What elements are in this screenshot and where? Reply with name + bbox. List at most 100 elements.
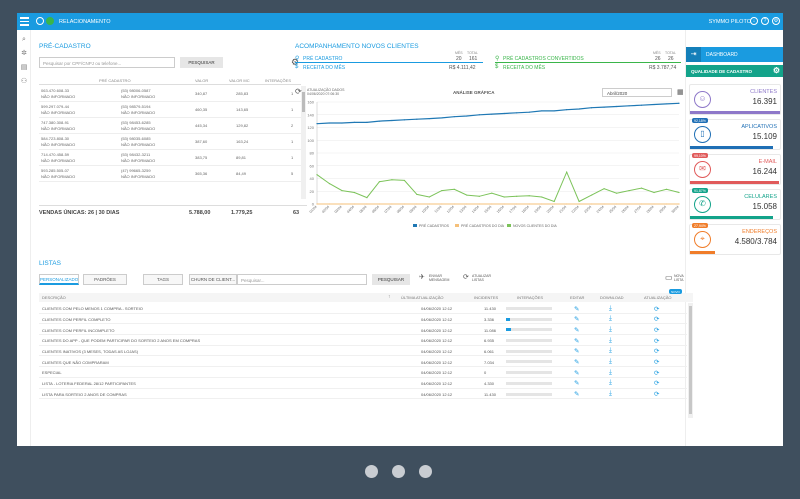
edit-icon[interactable]: ✎ (574, 358, 580, 366)
download-icon[interactable]: ⤓ (609, 304, 612, 312)
precadastro-scrollbar[interactable] (301, 86, 306, 199)
tab-3[interactable]: CHURN DE CLIENT... (189, 274, 237, 285)
tab-1[interactable]: PADRÕES (83, 274, 127, 285)
edit-icon[interactable]: ✎ (574, 380, 580, 388)
table-row[interactable]: 593.285.505-07 NÃO INFORMADO (47) 99665-32… (39, 166, 301, 182)
quality-card[interactable]: ⌖ 27,94% ENDEREÇOS 4.580/3.784 (689, 223, 781, 255)
refresh-icon[interactable]: ⟳ (654, 391, 660, 398)
listas-search-button[interactable]: PESQUISAR (372, 274, 410, 285)
precadastro-search-input[interactable]: Pesquisar por CPF/CNPJ ou telefone... (39, 57, 175, 68)
edit-icon[interactable]: ✎ (574, 326, 580, 334)
row-phone-status: NÃO INFORMADO (121, 174, 156, 179)
edit-icon[interactable]: ✎ (574, 348, 580, 356)
row-status: NÃO INFORMADO (41, 94, 76, 99)
refresh-icon[interactable]: ⟳ (295, 87, 302, 96)
refresh-icon[interactable]: ⟳ (654, 380, 660, 388)
download-icon[interactable]: ⤓ (609, 357, 612, 365)
data-point (328, 203, 331, 205)
tab-0[interactable]: PERSONALIZADO (39, 274, 79, 285)
edit-icon[interactable]: ✎ (574, 305, 580, 313)
month-select[interactable]: Abril/2020 (602, 88, 672, 97)
quality-card[interactable]: ✉ 99,10% E-MAIL 16.244 (689, 153, 781, 185)
kpi-right: MÊS TOTAL ⚲ PRÉ CADASTROS CONVERTIDOS 26… (495, 51, 681, 77)
list-item[interactable]: CLIENTES QUE NÃO COMPRARAM 04/06/2020 12:… (39, 356, 687, 368)
dashboard-tab[interactable]: ⇥ DASHBOARD (686, 47, 783, 62)
settings-icon[interactable]: ⚙ (772, 17, 780, 25)
refresh-icon[interactable]: ⟳ (654, 316, 660, 324)
list-item[interactable]: ESPECIAL 04/06/2020 12:12 0 ✎ ⤓ ⟳ (39, 367, 687, 378)
y-tick-label: 0 (312, 202, 315, 207)
qualidade-header[interactable]: QUALIDADE DE CADASTRO ⚙ (686, 65, 783, 77)
list-item[interactable]: CLIENTES COM PELO MENOS 1 COMPRA - SORTE… (39, 303, 687, 314)
menu-icon[interactable] (20, 17, 29, 26)
close-circle-icon[interactable] (36, 17, 44, 25)
legend-label: PRÉ CADASTROS (419, 223, 450, 228)
gear-icon[interactable]: ✲ (21, 50, 27, 57)
quality-card[interactable]: ✆ 91,87% CELULARES 15.058 (689, 188, 781, 220)
data-point (341, 203, 343, 205)
data-point (391, 203, 393, 205)
list-item[interactable]: LISTA - LOTERIA FEDERAL 28/12 PARTICIPAN… (39, 378, 687, 389)
refresh-icon[interactable]: ⟳ (654, 305, 660, 313)
download-icon[interactable]: ⤓ (609, 325, 612, 333)
refresh-icon[interactable]: ⟳ (654, 326, 660, 334)
row-valor-mc: 285,83 (236, 91, 249, 96)
carousel-dot[interactable] (392, 465, 405, 478)
col-interacoes: INTERAÇÕES (517, 295, 544, 300)
collapse-icon[interactable]: ⇥ (686, 47, 701, 62)
x-tick-label: 13/04 (458, 205, 467, 214)
download-icon[interactable]: ⤓ (609, 315, 612, 323)
percent-badge: 91,87% (692, 188, 708, 193)
quality-card[interactable]: ☺ CLIENTES 16.391 (689, 84, 781, 115)
calendar-icon[interactable]: ▦ (677, 89, 684, 96)
sort-up-icon[interactable]: ↑ (388, 294, 391, 300)
listas-scrollbar[interactable] (688, 303, 693, 418)
data-point (391, 179, 393, 181)
precadastro-search-button[interactable]: PESQUISAR (180, 57, 223, 68)
refresh-icon[interactable]: ⟳ (654, 369, 660, 377)
new-list-button[interactable]: ▭ NOVA LISTA (665, 273, 683, 282)
carousel-dot[interactable] (365, 465, 378, 478)
tab-2[interactable]: TAGS (143, 274, 183, 285)
download-icon[interactable]: ⤓ (609, 336, 612, 344)
hdr-total: TOTAL (665, 51, 676, 55)
refresh-icon[interactable]: ⟳ (654, 348, 660, 356)
table-row[interactable]: 063.470.608-33 NÃO INFORMADO (53) 98006-05… (39, 86, 301, 102)
list-item[interactable]: CLIENTES INATIVOS (3 MESES, TODAS AS LOJ… (39, 346, 687, 357)
quality-card[interactable]: ▯ 92,18% APLICATIVOS 15.109 (689, 118, 781, 150)
percent-badge: 27,94% (692, 223, 708, 228)
row-phone: (53) 98453-6285 (121, 120, 151, 125)
edit-icon[interactable]: ✎ (574, 369, 580, 377)
refresh-icon[interactable]: ⟳ (654, 337, 660, 345)
edit-icon[interactable]: ✎ (574, 316, 580, 324)
download-icon[interactable]: ⤓ (609, 379, 612, 387)
table-row[interactable]: 599.297.079-44 NÃO INFORMADO (53) 98579-51… (39, 102, 301, 118)
help-icon[interactable]: ? (761, 17, 769, 25)
users-icon[interactable]: ⚇ (20, 78, 28, 85)
user-name[interactable]: SYMMO PILOTO (708, 18, 751, 25)
download-icon[interactable]: ⤓ (609, 390, 612, 397)
edit-icon[interactable]: ✎ (574, 391, 580, 398)
table-row[interactable]: 714.470.458-59 NÃO INFORMADO (53) 98432-32… (39, 150, 301, 166)
table-row[interactable]: 747.380.308-91 NÃO INFORMADO (53) 98453-62… (39, 118, 301, 134)
data-point (541, 203, 543, 205)
search-icon[interactable]: ⌕ (22, 36, 26, 43)
list-item[interactable]: CLIENTES COM PERFIL INCOMPLETO 04/06/2020… (39, 324, 687, 336)
download-icon[interactable]: ⤓ (609, 368, 612, 376)
download-icon[interactable]: ⤓ (609, 347, 612, 355)
listas-search-input[interactable]: Pesquisar... (237, 274, 367, 285)
carousel-dot[interactable] (419, 465, 432, 478)
refresh-icon[interactable]: ⟳ (654, 358, 660, 366)
x-tick-label: 20/04 (546, 205, 555, 214)
send-message-button[interactable]: ✈ ENVIAR MENSAGEM (419, 273, 449, 282)
document-icon[interactable]: ▤ (20, 64, 28, 71)
gear-icon[interactable]: ⚙ (772, 66, 780, 75)
x-tick-label: 12/04 (446, 205, 455, 214)
edit-icon[interactable]: ✎ (574, 337, 580, 345)
list-item[interactable]: LISTA PARA SORTEIO 2 ANOS DE COMPRAS 04/0… (39, 389, 687, 400)
list-item[interactable]: CLIENTES DO APP - QUE PODEM PARTICIPAR D… (39, 335, 687, 346)
table-row[interactable]: 584.723.808-30 NÃO INFORMADO (53) 98035-60… (39, 134, 301, 150)
refresh-lists-button[interactable]: ⟳ ATUALIZAR LISTAS (463, 273, 491, 282)
list-item[interactable]: CLIENTES COM PERFIL COMPLETO 04/06/2020 1… (39, 314, 687, 325)
download-icon[interactable]: ↓ (750, 17, 758, 25)
